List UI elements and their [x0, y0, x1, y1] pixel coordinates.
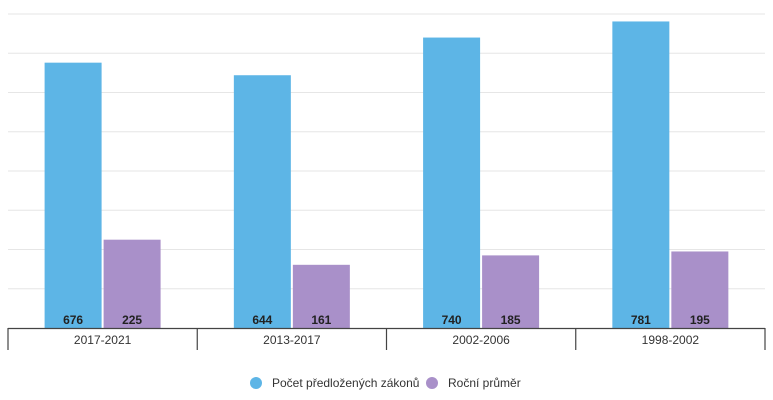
data-label: 161 [311, 313, 331, 327]
data-label: 644 [252, 313, 272, 327]
x-tick-label: 2017-2021 [74, 333, 132, 347]
bars [44, 21, 729, 329]
legend-label: Počet předložených zákonů [272, 376, 419, 390]
data-label: 676 [63, 313, 83, 327]
data-labels: 676 225 644 161 740 185 781 195 [63, 313, 710, 327]
data-label: 195 [690, 313, 710, 327]
bar-annual-average-2002-2006 [482, 255, 540, 328]
bar-submitted-laws-2017-2021 [44, 62, 102, 329]
bar-submitted-laws-2002-2006 [423, 37, 481, 329]
bar-annual-average-2017-2021 [103, 239, 161, 328]
data-label: 225 [122, 313, 142, 327]
bar-submitted-laws-1998-2002 [612, 21, 670, 329]
x-tick-label: 2013-2017 [263, 333, 321, 347]
data-label: 781 [631, 313, 651, 327]
bar-submitted-laws-2013-2017 [233, 75, 291, 328]
legend-label: Roční průměr [448, 376, 521, 390]
x-tick-label: 2002-2006 [452, 333, 510, 347]
data-label: 185 [501, 313, 521, 327]
bar-annual-average-2013-2017 [292, 264, 350, 328]
legend-marker [426, 377, 438, 389]
x-tick-label: 1998-2002 [642, 333, 700, 347]
legend: Počet předložených zákonů Roční průměr [250, 376, 521, 390]
x-axis: 2017-2021 2013-2017 2002-2006 1998-2002 [7, 327, 766, 350]
legend-marker [250, 377, 262, 389]
bar-annual-average-1998-2002 [671, 251, 729, 328]
data-label: 740 [442, 313, 462, 327]
